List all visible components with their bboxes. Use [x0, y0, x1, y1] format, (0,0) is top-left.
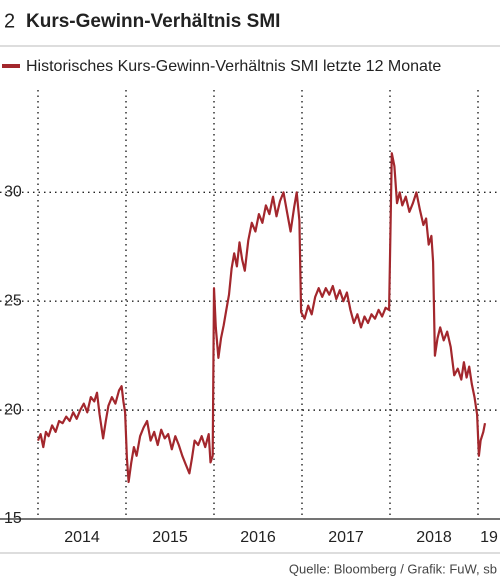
x-tick-label: 2015 — [152, 529, 188, 546]
chart-title: Kurs-Gewinn-Verhältnis SMI — [26, 11, 280, 32]
x-tick-label: 2017 — [328, 529, 364, 546]
y-tick-label: 30 — [4, 184, 22, 201]
x-tick-label: 2018 — [416, 529, 452, 546]
legend-label: Historisches Kurs-Gewinn-Verhältnis SMI … — [26, 58, 441, 75]
x-tick-label: 2016 — [240, 529, 276, 546]
x-tick-label: 2014 — [64, 529, 100, 546]
x-tick-label: 19 — [480, 529, 498, 546]
y-tick-label: 20 — [4, 401, 22, 418]
y-tick-label: 25 — [4, 292, 22, 309]
source: Quelle: Bloomberg / Grafik: FuW, sb — [289, 561, 497, 576]
figure-number: 2 — [4, 10, 15, 32]
data-line — [36, 152, 487, 484]
